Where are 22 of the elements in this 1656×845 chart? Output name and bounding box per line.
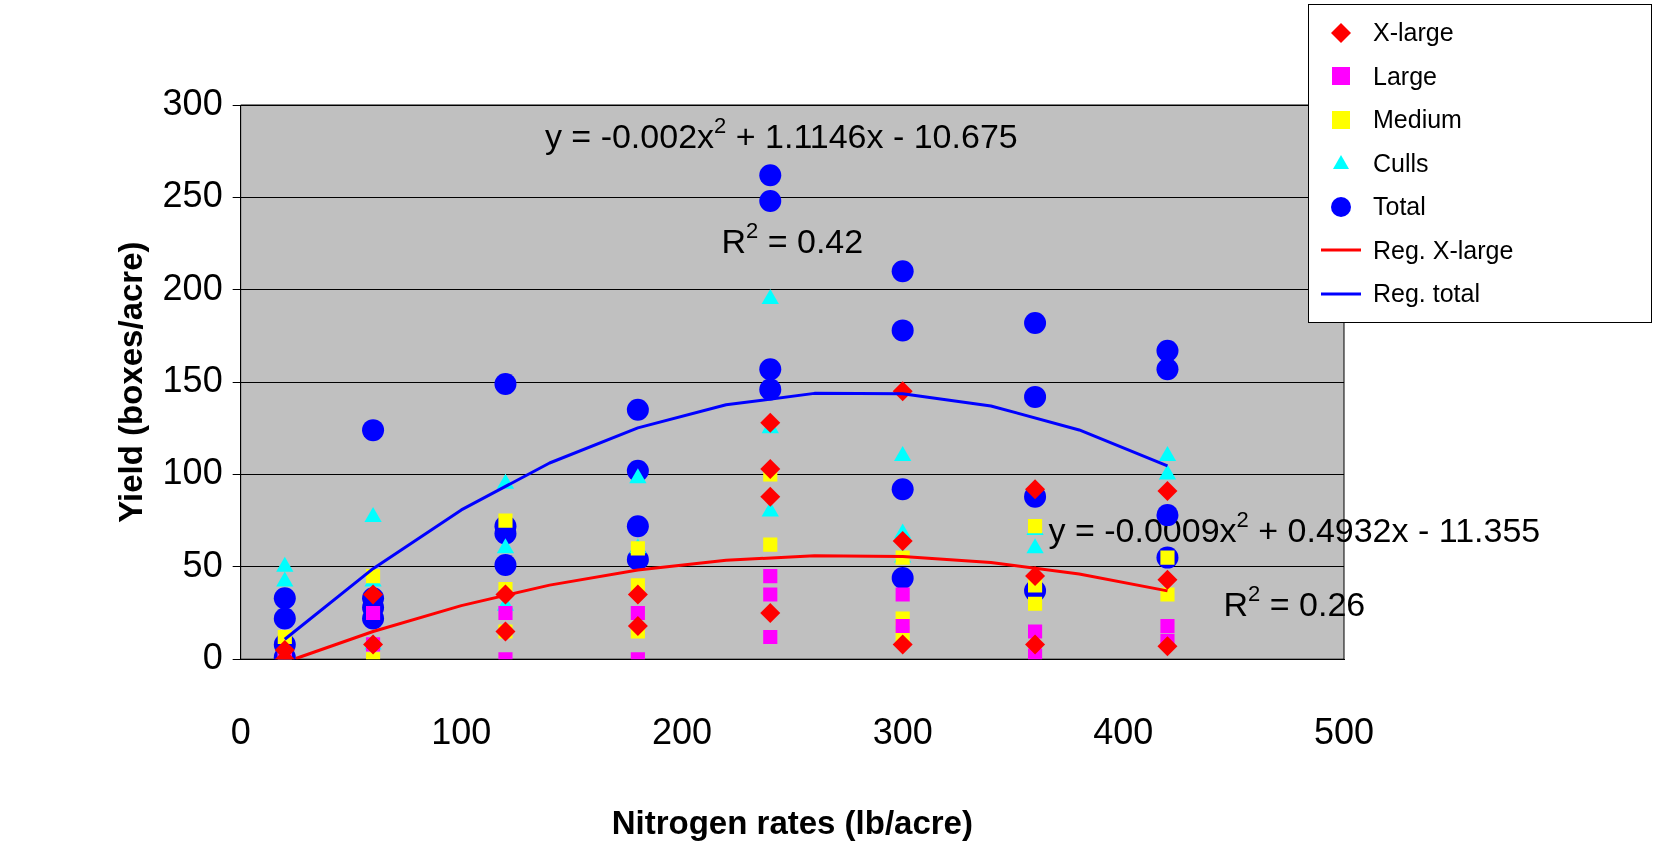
x-tick-label: 200 xyxy=(651,710,713,752)
y-tick-label: 250 xyxy=(162,174,223,216)
x-axis-title: Nitrogen rates (lb/acre) xyxy=(611,804,973,842)
legend-label: X-large xyxy=(1373,18,1454,48)
x-tick-label: 100 xyxy=(431,710,492,752)
y-tick-label: 100 xyxy=(162,451,223,493)
x-tick-label: 400 xyxy=(1093,710,1154,752)
legend-label: Reg. X-large xyxy=(1373,235,1514,265)
x-tick-label: 500 xyxy=(1313,710,1375,752)
x-tick-label: 300 xyxy=(872,710,933,752)
y-tick-label: 50 xyxy=(182,543,223,585)
legend-label: Medium xyxy=(1373,105,1462,135)
y-tick-label: 200 xyxy=(162,266,223,308)
legend-label: Large xyxy=(1373,61,1437,91)
y-tick-label: 0 xyxy=(202,636,223,678)
legend-label: Total xyxy=(1373,192,1426,222)
legend-label: Culls xyxy=(1373,148,1429,178)
y-tick-label: 300 xyxy=(162,81,223,123)
x-tick-label: 0 xyxy=(230,710,251,752)
y-axis-title: Yield (boxes/acre) xyxy=(111,241,149,523)
y-tick-label: 150 xyxy=(162,359,223,401)
legend-label: Reg. total xyxy=(1373,279,1481,309)
